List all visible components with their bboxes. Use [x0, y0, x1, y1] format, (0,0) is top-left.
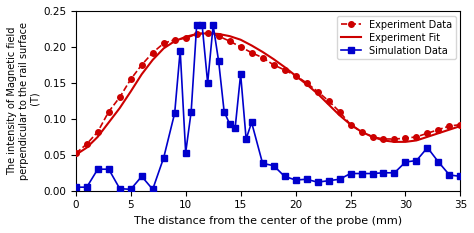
Legend: Experiment Data, Experiment Fit, Simulation Data: Experiment Data, Experiment Fit, Simulat… [337, 16, 456, 59]
X-axis label: The distance from the center of the probe (mm): The distance from the center of the prob… [134, 216, 402, 226]
Y-axis label: The intensity of Magnetic field
perpendicular to the rail surface
 (T): The intensity of Magnetic field perpendi… [7, 22, 40, 180]
